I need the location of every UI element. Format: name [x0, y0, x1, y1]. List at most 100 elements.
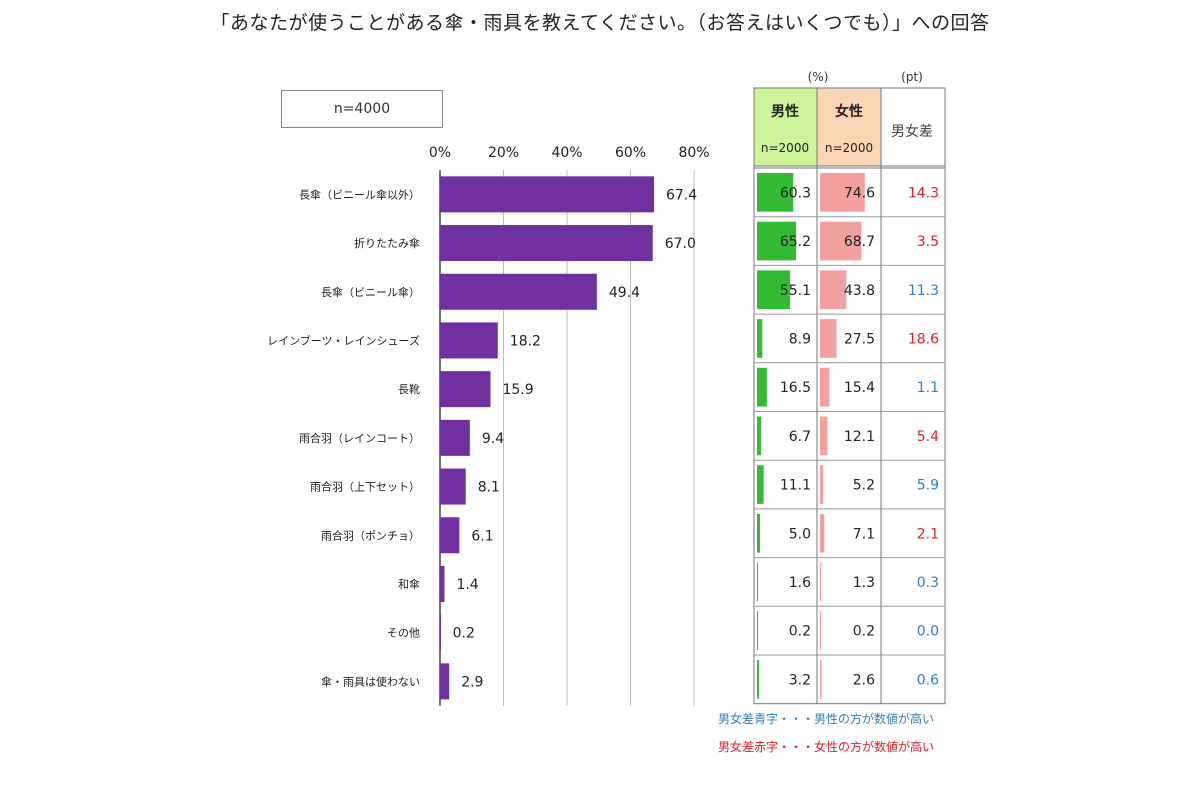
female-bar: [820, 465, 824, 504]
bar: [440, 419, 470, 456]
diff-value: 5.4: [917, 429, 939, 445]
female-value: 43.8: [844, 283, 875, 299]
bar-value-label: 2.9: [461, 674, 483, 690]
diff-value: 0.0: [917, 624, 939, 640]
category-label: 長靴: [398, 382, 420, 396]
category-label: 折りたたみ傘: [354, 236, 420, 250]
female-bar: [820, 173, 865, 212]
category-label: 傘・雨具は使わない: [321, 675, 420, 688]
male-value: 1.6: [789, 575, 811, 591]
male-value: 6.7: [789, 429, 811, 445]
category-label: 雨合羽（レインコート）: [299, 431, 420, 445]
female-value: 74.6: [844, 185, 875, 201]
male-bar: [757, 270, 791, 310]
bar: [440, 663, 450, 700]
x-tick-label: 80%: [678, 145, 709, 161]
male-value: 60.3: [780, 185, 811, 201]
male-bar: [757, 660, 759, 699]
diff-value: 1.1: [917, 380, 939, 396]
diff-value: 3.5: [917, 234, 939, 250]
female-value: 7.1: [853, 526, 875, 542]
category-label: 長傘（ビニール傘以外）: [299, 188, 420, 201]
male-header-label: 男性: [771, 103, 799, 120]
bar: [440, 322, 498, 359]
bar: [440, 176, 654, 213]
male-header-bg: [754, 88, 817, 166]
male-bar: [757, 513, 760, 553]
male-bar: [757, 562, 758, 602]
x-tick-label: 40%: [551, 145, 582, 161]
diff-value: 11.3: [908, 283, 939, 299]
x-tick-label: 20%: [488, 145, 519, 161]
male-bar: [757, 319, 763, 358]
male-value: 55.1: [780, 283, 811, 299]
category-label: 長傘（ビニール傘）: [321, 286, 420, 299]
male-bar: [757, 367, 767, 407]
category-label: レインブーツ・レインシューズ: [267, 333, 420, 347]
male-value: 0.2: [789, 624, 811, 640]
diff-value: 5.9: [917, 478, 939, 494]
diff-header-label: 男女差: [891, 123, 933, 140]
bar-value-label: 8.1: [478, 480, 500, 496]
female-bar: [820, 416, 828, 456]
bar: [440, 273, 597, 310]
male-value: 3.2: [789, 672, 811, 688]
bar-value-label: 6.1: [471, 528, 493, 544]
female-bar: [820, 660, 822, 699]
bar: [440, 614, 441, 651]
female-n-label: n=2000: [825, 141, 873, 155]
female-bar: [820, 367, 830, 407]
bar: [440, 371, 491, 408]
female-bar: [820, 221, 862, 261]
male-value: 65.2: [780, 234, 811, 250]
bar-value-label: 15.9: [502, 382, 533, 398]
unit-pct-label: (%): [808, 70, 829, 84]
male-value: 8.9: [789, 331, 811, 347]
male-n-label: n=2000: [761, 141, 809, 155]
note-red: 男女差赤字・・・女性の方が数値が高い: [718, 738, 934, 755]
female-header-label: 女性: [835, 103, 863, 120]
bar: [440, 225, 653, 262]
female-bar: [820, 319, 837, 358]
female-value: 5.2: [853, 478, 875, 494]
bar-value-label: 9.4: [482, 431, 504, 447]
female-value: 1.3: [853, 575, 875, 591]
bar: [440, 468, 466, 505]
diff-value: 14.3: [908, 185, 939, 201]
bar: [440, 565, 445, 602]
note-blue: 男女差青字・・・男性の方が数値が高い: [718, 710, 934, 727]
male-bar: [757, 611, 758, 650]
male-bar: [757, 416, 762, 456]
diff-value: 0.6: [917, 672, 939, 688]
female-value: 27.5: [844, 331, 875, 347]
category-label: その他: [387, 627, 420, 640]
female-value: 12.1: [844, 429, 875, 445]
x-tick-label: 0%: [429, 145, 451, 161]
category-label: 雨合羽（上下セット）: [310, 480, 420, 494]
note-red-text: 男女差赤字・・・女性の方が数値が高い: [718, 740, 935, 754]
bar-value-label: 49.4: [609, 285, 640, 301]
female-header-bg: [817, 88, 881, 166]
female-value: 2.6: [853, 672, 875, 688]
category-label: 和傘: [398, 578, 420, 591]
male-value: 11.1: [780, 478, 811, 494]
female-bar: [820, 270, 847, 310]
unit-pt-label: (pt): [901, 70, 923, 84]
female-bar: [820, 611, 821, 650]
category-label: 雨合羽（ポンチョ）: [321, 528, 420, 542]
diff-value: 2.1: [917, 526, 939, 542]
bar-value-label: 67.0: [665, 236, 696, 252]
female-bar: [820, 513, 825, 553]
female-value: 68.7: [844, 234, 875, 250]
male-bar: [757, 465, 764, 504]
female-bar: [820, 562, 821, 602]
chart-title: 「あなたが使うことがある傘・雨具を教えてください。（お答えはいくつでも）」への回…: [210, 12, 990, 34]
bar-value-label: 18.2: [510, 333, 541, 349]
female-value: 15.4: [844, 380, 875, 396]
bar-value-label: 0.2: [453, 626, 475, 642]
bar-value-label: 1.4: [456, 577, 478, 593]
table-border: [753, 87, 946, 705]
female-value: 0.2: [853, 624, 875, 640]
bar-value-label: 67.4: [666, 187, 697, 203]
